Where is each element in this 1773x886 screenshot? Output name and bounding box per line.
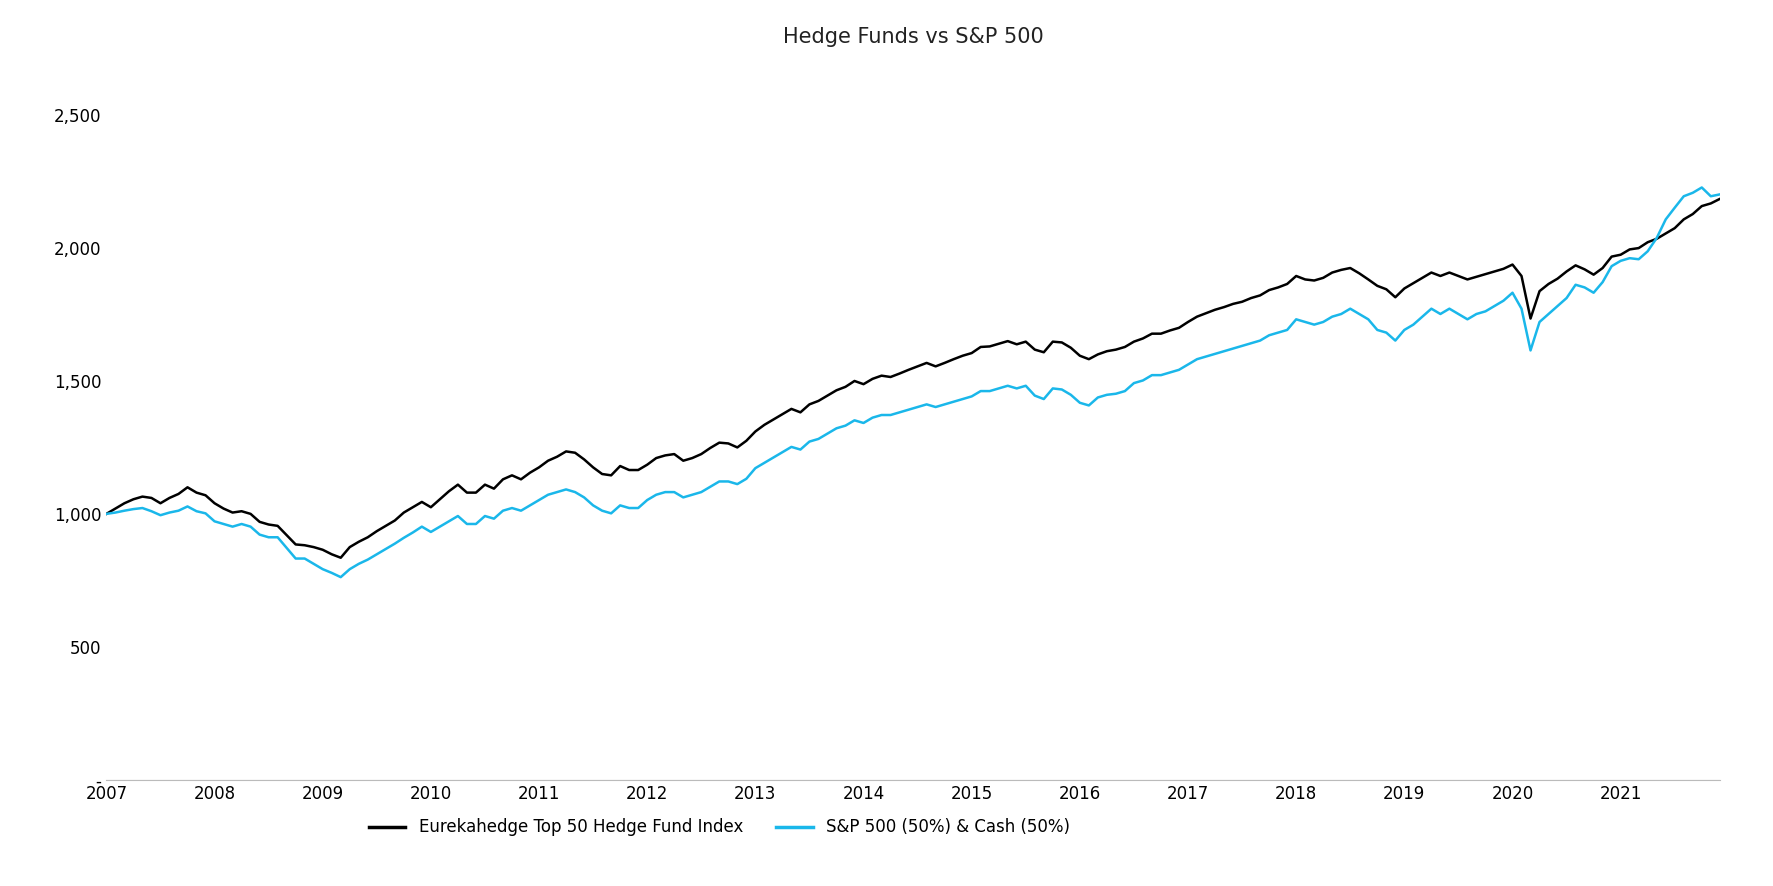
Eurekahedge Top 50 Hedge Fund Index bbox=[1665, 223, 1686, 234]
S&P 500 (50%) & Cash (50%) bbox=[438, 516, 459, 526]
Eurekahedge Top 50 Hedge Fund Index bbox=[718, 439, 739, 448]
S&P 500 (50%) & Cash (50%) bbox=[96, 509, 117, 519]
S&P 500 (50%) & Cash (50%) bbox=[122, 504, 144, 515]
S&P 500 (50%) & Cash (50%) bbox=[330, 571, 351, 582]
Eurekahedge Top 50 Hedge Fund Index bbox=[330, 553, 351, 563]
Eurekahedge Top 50 Hedge Fund Index bbox=[1537, 278, 1558, 289]
Eurekahedge Top 50 Hedge Fund Index bbox=[285, 539, 307, 549]
S&P 500 (50%) & Cash (50%) bbox=[718, 476, 739, 486]
Eurekahedge Top 50 Hedge Fund Index bbox=[1709, 194, 1730, 205]
Eurekahedge Top 50 Hedge Fund Index bbox=[96, 509, 117, 519]
S&P 500 (50%) & Cash (50%) bbox=[1537, 308, 1558, 319]
Legend: Eurekahedge Top 50 Hedge Fund Index, S&P 500 (50%) & Cash (50%): Eurekahedge Top 50 Hedge Fund Index, S&P… bbox=[362, 812, 1076, 843]
S&P 500 (50%) & Cash (50%) bbox=[1665, 202, 1686, 213]
S&P 500 (50%) & Cash (50%) bbox=[285, 553, 307, 563]
S&P 500 (50%) & Cash (50%) bbox=[1691, 183, 1713, 193]
Title: Hedge Funds vs S&P 500: Hedge Funds vs S&P 500 bbox=[782, 27, 1044, 47]
Eurekahedge Top 50 Hedge Fund Index bbox=[122, 494, 144, 505]
Eurekahedge Top 50 Hedge Fund Index bbox=[438, 486, 459, 496]
Line: Eurekahedge Top 50 Hedge Fund Index: Eurekahedge Top 50 Hedge Fund Index bbox=[106, 199, 1720, 558]
Line: S&P 500 (50%) & Cash (50%): S&P 500 (50%) & Cash (50%) bbox=[106, 188, 1720, 577]
S&P 500 (50%) & Cash (50%) bbox=[1709, 189, 1730, 199]
